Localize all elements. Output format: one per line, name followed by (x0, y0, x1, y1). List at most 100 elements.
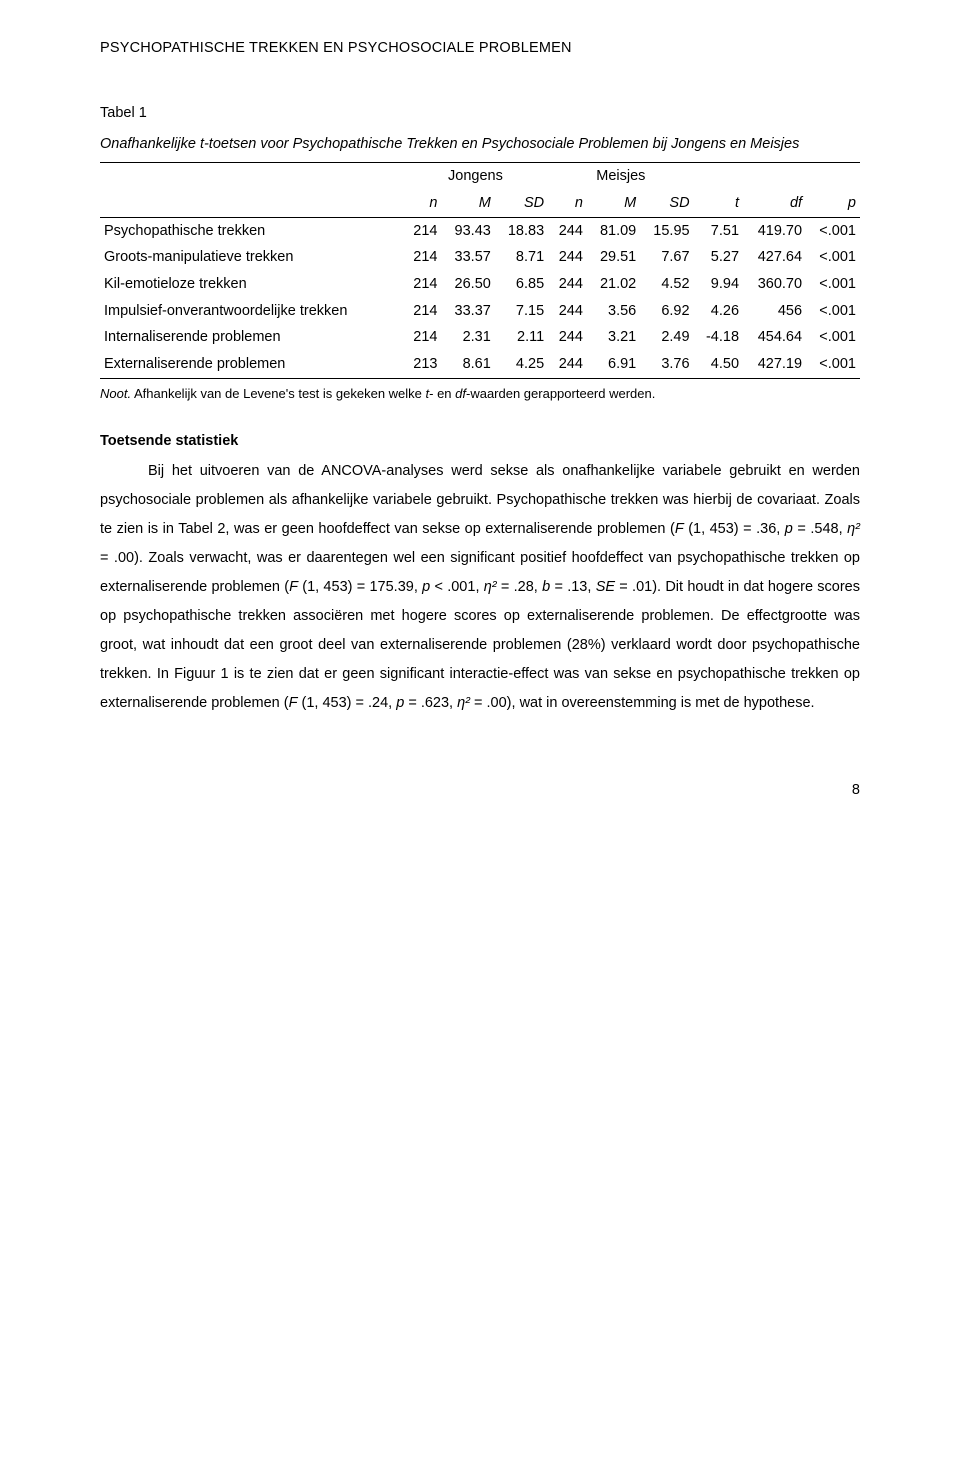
table-row: Externaliserende problemen 213 8.61 4.25… (100, 351, 860, 378)
row-label: Externaliserende problemen (100, 351, 403, 378)
row-label: Kil-emotieloze trekken (100, 271, 403, 298)
stat-header-row: n M SD n M SD t df p (100, 190, 860, 217)
cell: -4.18 (694, 324, 743, 351)
blank-header (743, 163, 806, 190)
blank-header (100, 163, 403, 190)
cell: 214 (403, 217, 442, 244)
cell: 244 (548, 351, 587, 378)
cell: <.001 (806, 324, 860, 351)
cell: 214 (403, 298, 442, 325)
cell: 8.61 (442, 351, 495, 378)
para-text: (1, 453) = .24, (297, 695, 396, 711)
cell: 29.51 (587, 244, 640, 271)
cell: 214 (403, 244, 442, 271)
blank-header (100, 190, 403, 217)
stat-p: p (422, 579, 430, 595)
cell: 81.09 (587, 217, 640, 244)
cell: 33.37 (442, 298, 495, 325)
table-label: Tabel 1 (100, 101, 860, 126)
cell: 6.91 (587, 351, 640, 378)
cell: 4.52 (640, 271, 693, 298)
cell: 18.83 (495, 217, 548, 244)
cell: 4.25 (495, 351, 548, 378)
cell: 4.50 (694, 351, 743, 378)
cell: <.001 (806, 351, 860, 378)
cell: 244 (548, 217, 587, 244)
cell: 244 (548, 324, 587, 351)
stat-eta: η² (847, 521, 860, 537)
col-sd1: SD (495, 190, 548, 217)
col-sd2: SD (640, 190, 693, 217)
note-text: -waarden gerapporteerd werden. (466, 386, 655, 401)
cell: 360.70 (743, 271, 806, 298)
cell: 456 (743, 298, 806, 325)
cell: 244 (548, 244, 587, 271)
cell: 15.95 (640, 217, 693, 244)
col-m1: M (442, 190, 495, 217)
cell: 3.76 (640, 351, 693, 378)
cell: 6.92 (640, 298, 693, 325)
group-header-jongens: Jongens (403, 163, 548, 190)
cell: 427.64 (743, 244, 806, 271)
col-df: df (743, 190, 806, 217)
para-text: = .01). Dit houdt in dat hogere scores o… (100, 579, 860, 711)
group-header-meisjes: Meisjes (548, 163, 693, 190)
cell: 7.15 (495, 298, 548, 325)
stat-F: F (675, 521, 684, 537)
cell: 21.02 (587, 271, 640, 298)
para-text: < .001, (430, 579, 484, 595)
cell: 2.49 (640, 324, 693, 351)
para-text: = .13, (550, 579, 595, 595)
cell: 26.50 (442, 271, 495, 298)
note-text: - en (429, 386, 455, 401)
table-row: Kil-emotieloze trekken 214 26.50 6.85 24… (100, 271, 860, 298)
stat-F: F (289, 579, 298, 595)
cell: <.001 (806, 271, 860, 298)
cell: 3.56 (587, 298, 640, 325)
cell: 9.94 (694, 271, 743, 298)
para-text: = .00), wat in overeenstemming is met de… (470, 695, 815, 711)
cell: 4.26 (694, 298, 743, 325)
col-n2: n (548, 190, 587, 217)
para-text: = .28, (497, 579, 542, 595)
page: PSYCHOPATHISCHE TREKKEN EN PSYCHOSOCIALE… (0, 0, 960, 843)
cell: 2.11 (495, 324, 548, 351)
body-paragraph: Bij het uitvoeren van de ANCOVA-analyses… (100, 457, 860, 718)
cell: 427.19 (743, 351, 806, 378)
cell: 214 (403, 271, 442, 298)
cell: 244 (548, 271, 587, 298)
note-lead: Noot. (100, 386, 131, 401)
col-n1: n (403, 190, 442, 217)
cell: 454.64 (743, 324, 806, 351)
table-caption: Onafhankelijke t-toetsen voor Psychopath… (100, 133, 860, 156)
stat-p: p (785, 521, 793, 537)
stat-b: b (542, 579, 550, 595)
cell: 7.51 (694, 217, 743, 244)
stat-SE: SE (596, 579, 615, 595)
col-m2: M (587, 190, 640, 217)
row-label: Groots-manipulatieve trekken (100, 244, 403, 271)
col-p: p (806, 190, 860, 217)
table-body: Psychopathische trekken 214 93.43 18.83 … (100, 217, 860, 378)
row-label: Internaliserende problemen (100, 324, 403, 351)
cell: <.001 (806, 217, 860, 244)
group-header-row: Jongens Meisjes (100, 163, 860, 190)
cell: 419.70 (743, 217, 806, 244)
cell: 6.85 (495, 271, 548, 298)
section-heading: Toetsende statistiek (100, 429, 860, 454)
row-label: Psychopathische trekken (100, 217, 403, 244)
cell: <.001 (806, 298, 860, 325)
para-text: = .548, (793, 521, 847, 537)
cell: 3.21 (587, 324, 640, 351)
cell: 244 (548, 298, 587, 325)
cell: 2.31 (442, 324, 495, 351)
table-row: Groots-manipulatieve trekken 214 33.57 8… (100, 244, 860, 271)
row-label: Impulsief-onverantwoordelijke trekken (100, 298, 403, 325)
para-text: (1, 453) = 175.39, (298, 579, 422, 595)
table-row: Psychopathische trekken 214 93.43 18.83 … (100, 217, 860, 244)
note-text: Afhankelijk van de Levene's test is geke… (131, 386, 425, 401)
cell: 5.27 (694, 244, 743, 271)
cell: 213 (403, 351, 442, 378)
cell: 7.67 (640, 244, 693, 271)
blank-header (694, 163, 743, 190)
